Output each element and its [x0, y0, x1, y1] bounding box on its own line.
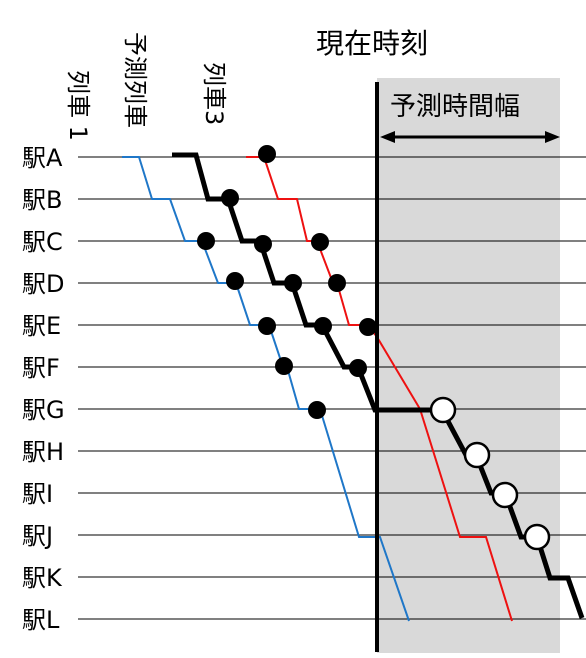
horizon-arrow	[380, 131, 560, 143]
predicted-marker	[491, 481, 519, 509]
station-label: 駅G	[22, 396, 65, 424]
train3-label: 列車3	[200, 62, 228, 125]
station-label: 駅A	[22, 144, 63, 172]
actual-marker	[258, 317, 276, 335]
actual-marker	[359, 318, 377, 336]
actual-marker	[308, 401, 326, 419]
station-label: 駅H	[22, 438, 64, 466]
predicted-markers	[429, 396, 551, 551]
actual-marker	[349, 359, 367, 377]
actual-marker	[254, 235, 272, 253]
actual-marker	[284, 274, 302, 292]
actual-marker	[258, 145, 276, 163]
station-label: 駅L	[22, 606, 60, 634]
station-label: 駅D	[22, 270, 64, 298]
current-time-label: 現在時刻	[316, 27, 428, 60]
predicted-marker	[463, 441, 491, 469]
actual-marker	[221, 189, 239, 207]
actual-marker	[328, 274, 346, 292]
actual-marker	[275, 357, 293, 375]
actual-markers	[197, 145, 377, 419]
predicted-marker	[429, 396, 457, 424]
train1-line	[122, 156, 410, 622]
actual-marker	[197, 232, 215, 250]
station-label: 駅C	[22, 228, 63, 256]
station-label: 駅J	[22, 522, 53, 550]
actual-marker	[311, 233, 329, 251]
station-label: 駅I	[22, 480, 53, 508]
station-labels: 駅A 駅B 駅C 駅D 駅E 駅F 駅G 駅H 駅I 駅J 駅K 駅L	[22, 144, 65, 634]
actual-marker	[226, 272, 244, 290]
station-label: 駅F	[22, 354, 60, 382]
train1-label: 列車 1	[64, 70, 92, 141]
station-label: 駅B	[22, 186, 62, 214]
prediction-horizon-label: 予測時間幅	[390, 92, 520, 122]
station-label: 駅K	[22, 564, 63, 592]
station-label: 駅E	[22, 312, 61, 340]
actual-marker	[314, 317, 332, 335]
prediction-horizon-area	[377, 78, 560, 653]
predicted-train-label: 予測列車	[121, 32, 149, 128]
predicted-marker	[523, 523, 551, 551]
